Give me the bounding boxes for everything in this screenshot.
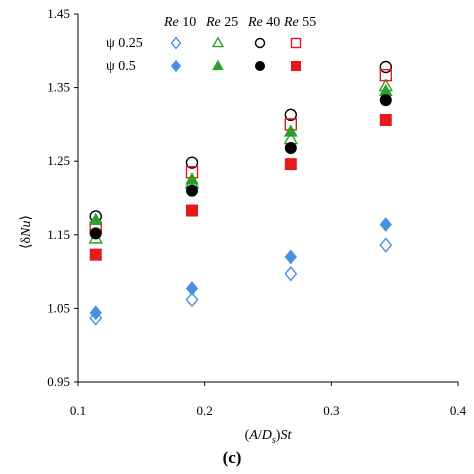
legend-marker-circle [255,61,265,71]
legend-re-label: Re 40 [247,15,280,30]
legend-marker-diamond [170,59,182,73]
x-tick-label: 0.2 [197,403,213,418]
data-point-square-filled [379,113,392,126]
data-point-triangle-filled [185,172,199,185]
data-point-triangle-filled [283,124,298,137]
legend-marker-triangle [211,36,225,48]
data-point-triangle-filled [88,212,103,225]
data-point-circle-filled [284,141,297,154]
x-tick-label: 0.1 [70,403,86,418]
x-tick-label: 0.3 [323,403,339,418]
data-point-circle-filled [379,94,392,107]
data-point-circle-filled [89,227,102,240]
data-point-diamond-filled [379,217,392,232]
legend-psi-label: ψ 0.25 [106,36,143,51]
data-point-square-filled [89,248,102,261]
legend-re-label: Re 10 [163,15,196,30]
legend: Re 10 Re 25 Re 40 Re 55 ψ 0.25 ψ 0.5 [106,15,316,74]
panel-label: (c) [223,448,242,467]
x-axis-label: (A/Ds)St [245,428,293,446]
data-point-square-filled [186,204,198,217]
legend-marker-triangle [212,59,224,71]
y-tick-label: 1.25 [47,153,70,168]
y-axis-label: ⟨δNu⟩ [19,215,34,249]
data-point-circle-open [379,60,392,74]
x-tick-label: 0.4 [450,403,467,418]
legend-marker-circle [254,37,266,49]
data-point-square-open [379,68,392,82]
data-point-diamond-open [185,291,199,308]
y-tick-label: 0.95 [47,374,70,389]
legend-marker-square [290,37,302,49]
y-tick-label: 1.05 [47,300,70,315]
y-tick-label: 1.15 [47,227,70,242]
legend-re-label: Re 55 [283,15,316,30]
axes [74,13,459,386]
data-point-diamond-open [379,237,393,253]
tick-labels: 0.95 1.05 1.15 1.25 1.35 1.45 0.1 0.2 0.3 0.4 [47,6,466,418]
data-point-diamond-filled [185,281,199,296]
data-points [88,60,394,326]
legend-psi-label: ψ 0.5 [106,59,136,74]
data-point-circle-open [284,108,297,122]
data-point-diamond-open [284,266,298,282]
data-point-square-filled [284,158,297,171]
legend-marker-square [291,61,301,71]
y-tick-label: 1.35 [47,80,70,95]
y-tick-label: 1.45 [47,6,70,21]
data-point-diamond-filled [89,305,102,321]
legend-marker-diamond [170,36,182,50]
data-point-circle-filled [186,184,198,197]
data-point-diamond-filled [284,249,297,265]
legend-re-label: Re 25 [205,15,238,30]
data-point-circle-open [185,156,199,169]
